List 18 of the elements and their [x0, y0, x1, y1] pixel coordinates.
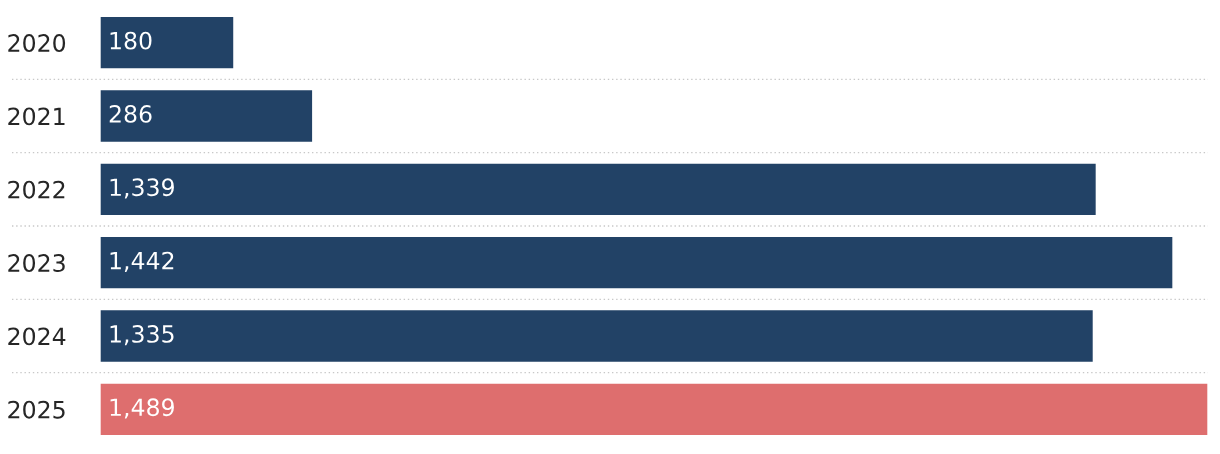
bar [100, 162, 1098, 217]
bar [100, 308, 1095, 364]
bar [100, 15, 235, 70]
bar [100, 88, 314, 144]
data-label: 180 [110, 31, 152, 50]
data-label: 1,335 [110, 324, 174, 346]
y-tick-label: 2024 [8, 327, 66, 346]
bar [100, 235, 1174, 290]
y-tick-label: 2025 [8, 400, 65, 419]
y-tick-label: 2021 [8, 107, 65, 126]
data-label: 1,339 [110, 178, 174, 199]
data-label: 286 [109, 104, 152, 123]
y-tick-label: 2022 [8, 180, 65, 199]
data-label: 1,489 [110, 398, 174, 419]
y-tick-label: 2023 [8, 254, 65, 272]
y-tick-label: 2020 [8, 34, 66, 52]
data-label: 1,442 [110, 251, 174, 272]
bar [100, 382, 1208, 437]
